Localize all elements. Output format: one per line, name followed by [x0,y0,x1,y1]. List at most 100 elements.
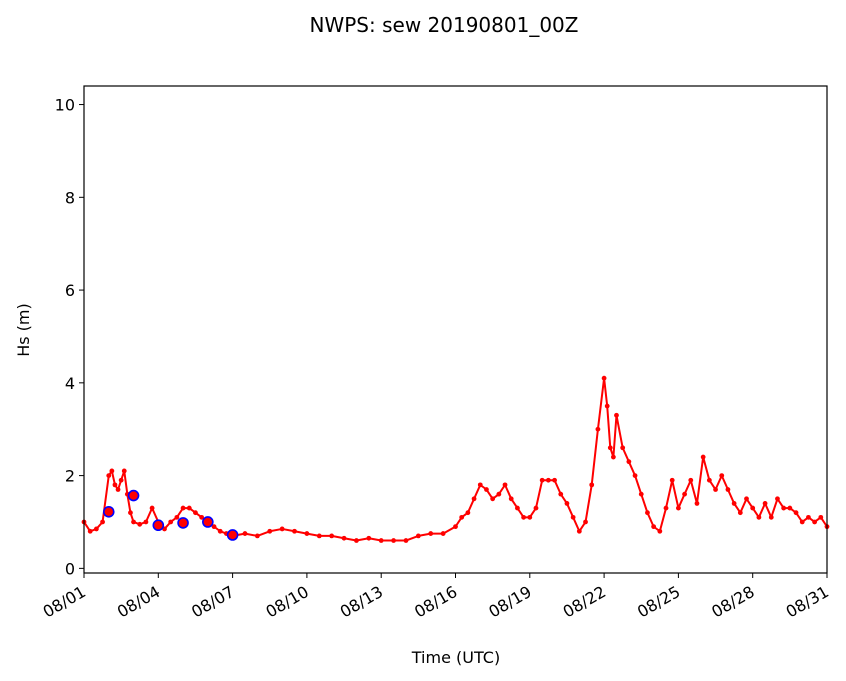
model-data-point [713,487,718,492]
model-data-point [143,519,149,525]
model-data-point [638,491,644,497]
model-data-point [428,531,434,536]
model-data-point [459,514,465,520]
model-data-point [211,524,217,530]
model-data-point [610,454,616,460]
model-data-point [304,531,310,536]
model-data-point [93,526,99,532]
model-data-point [217,528,223,534]
model-data-point [137,521,143,527]
model-data-point [415,533,421,539]
model-data-point [131,519,136,525]
observation-point [102,505,115,518]
model-data-point [688,477,694,483]
model-data-point [521,514,527,520]
model-data-point [121,468,127,474]
model-data-point [106,473,112,478]
model-data-point [180,505,186,511]
x-tick-label: 08/10 [262,582,311,622]
model-data-point [775,496,780,502]
observation-point [177,517,189,529]
model-data-point [391,538,396,543]
model-data-point [781,505,787,511]
x-tick-label: 08/16 [411,582,460,622]
model-data-point [682,491,687,497]
model-data-point [552,477,557,483]
y-tick-label: 2 [65,467,75,486]
x-tick-label: 08/04 [114,582,163,622]
x-tick-label: 08/22 [560,582,609,622]
model-data-point [329,533,335,539]
model-data-point [527,514,533,520]
x-axis: 08/01 08/04 08/07 08/10 08/13 08/16 08/19 08/22… [40,573,832,622]
y-tick-label: 4 [65,374,75,393]
model-data-point [558,491,564,497]
model-data-point [564,501,570,506]
model-data-point [706,477,712,483]
model-data-point [614,412,619,418]
model-data-point [149,505,155,511]
x-tick-label: 08/19 [485,582,534,622]
model-data-point [607,445,613,451]
model-data-point [570,514,576,520]
model-series-line [83,377,828,542]
model-data-point [508,496,514,502]
model-data-point [502,482,508,488]
model-data-point [118,477,124,483]
model-data-point [576,528,582,534]
model-data-point [694,501,700,506]
model-data-point [292,528,297,534]
model-data-point [316,533,322,539]
model-data-point [651,524,657,530]
model-data-point [128,510,133,516]
x-tick-label: 08/01 [40,582,89,622]
model-data-point [731,501,737,506]
model-data-point [545,477,551,483]
model-data-point [477,482,483,488]
model-data-point [490,496,496,502]
model-data-point [756,514,762,520]
model-data-point [267,528,273,534]
model-data-point [601,375,607,381]
model-data-point [279,526,285,532]
model-data-point [583,519,588,525]
y-tick-label: 0 [65,559,75,578]
model-data-point [539,477,545,483]
y-axis: 0 2 4 6 8 10 [55,96,84,578]
x-axis-label: Time (UTC) [411,648,500,667]
observation-point [202,516,214,528]
model-data-point [806,514,811,520]
model-data-point [737,510,743,516]
plot-area [81,375,830,543]
model-data-point [700,454,706,460]
model-data-point [112,482,118,488]
model-data-point [533,505,539,511]
observation-point [152,519,165,532]
model-data-point [471,496,477,502]
model-data-point [403,538,409,543]
model-data-point [669,477,675,483]
model-data-point [793,510,799,516]
model-data-point [242,531,248,536]
x-tick-label: 08/07 [188,582,237,622]
model-data-point [87,528,93,534]
model-data-point [632,473,638,478]
y-axis-label: Hs (m) [14,303,33,357]
y-tick-label: 6 [65,281,75,300]
model-data-point [465,510,471,516]
model-data-point [676,505,681,511]
model-data-point [254,533,260,539]
model-data-point [750,505,756,511]
model-data-point [744,496,749,502]
model-data-point [496,491,502,497]
model-data-point [818,514,824,520]
model-data-point [589,482,595,488]
model-data-point [199,514,205,520]
plot-frame [83,85,828,574]
y-tick-label: 10 [55,96,75,115]
model-data-point [768,514,774,520]
model-data-point [174,514,180,520]
model-data-point [100,519,105,525]
model-data-point [812,519,818,525]
